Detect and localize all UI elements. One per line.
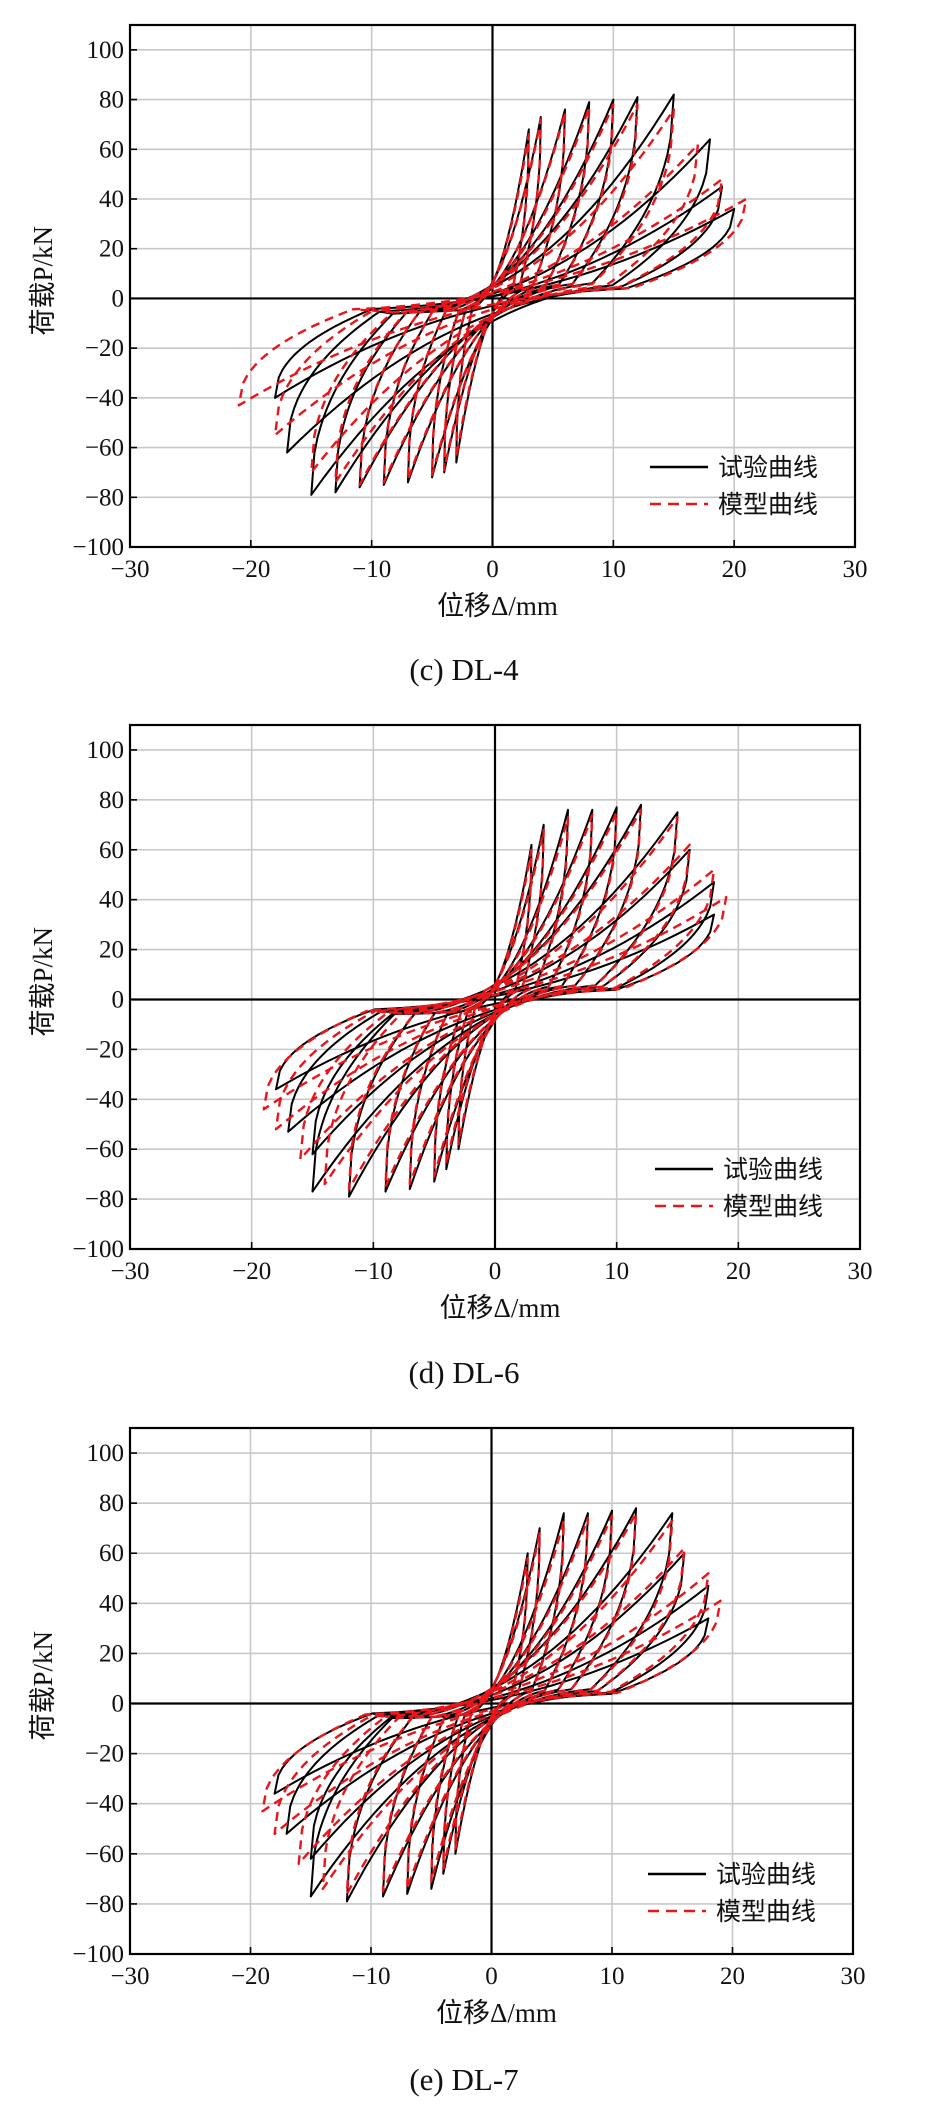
grid-lines: [130, 725, 860, 1249]
x-tick-label: 0: [486, 556, 499, 583]
series-group: [262, 803, 728, 1198]
y-tick-label: −80: [85, 484, 124, 511]
x-tick-label: −30: [110, 1963, 149, 1990]
series-group: [237, 93, 748, 496]
x-axis-label: 位移Δ/mm: [436, 1998, 557, 2028]
y-tick-label: −100: [72, 534, 124, 561]
x-tick-label: 20: [722, 556, 747, 583]
y-tick-label: 100: [87, 1440, 125, 1467]
x-tick-label: −30: [110, 556, 149, 583]
y-tick-label: −80: [85, 1186, 124, 1213]
y-tick-label: −20: [85, 1036, 124, 1063]
x-tick-label: −30: [110, 1258, 149, 1285]
x-tick-label: −20: [231, 1963, 270, 1990]
y-tick-label: −80: [85, 1891, 124, 1918]
x-tick-label: 30: [848, 1258, 873, 1285]
y-tick-label: 0: [112, 285, 125, 312]
x-tick-label: 20: [720, 1963, 745, 1990]
y-tick-label: 60: [99, 837, 124, 864]
y-axis-label: 荷载P/kN: [28, 226, 58, 336]
panel-caption: (d) DL-6: [408, 1355, 519, 1390]
x-tick-label: 10: [601, 556, 626, 583]
series-test-curve: [274, 93, 736, 496]
y-tick-label: 20: [99, 937, 124, 964]
legend-label-test: 试验曲线: [716, 1860, 816, 1889]
x-tick-label: 30: [841, 1963, 866, 1990]
y-tick-label: 80: [99, 1490, 124, 1517]
x-axis-label: 位移Δ/mm: [440, 1293, 561, 1323]
x-tick-label: −10: [354, 1258, 393, 1285]
y-tick-label: 60: [99, 136, 124, 163]
y-tick-label: −100: [72, 1236, 124, 1263]
x-axis-label: 位移Δ/mm: [437, 591, 558, 621]
y-tick-label: 80: [99, 787, 124, 814]
x-tick-label: 0: [485, 1963, 498, 1990]
y-tick-label: 40: [99, 186, 124, 213]
x-tick-label: 30: [843, 556, 868, 583]
x-tick-label: 0: [489, 1258, 502, 1285]
y-tick-label: 100: [87, 737, 125, 764]
x-tick-label: −20: [231, 556, 270, 583]
legend-label-test: 试验曲线: [723, 1155, 823, 1184]
x-tick-label: 10: [604, 1258, 629, 1285]
legend-label-model: 模型曲线: [718, 490, 818, 519]
legend-label-test: 试验曲线: [718, 453, 818, 482]
panel-caption: (e) DL-7: [409, 2062, 518, 2097]
y-tick-label: 60: [99, 1540, 124, 1567]
y-tick-label: −100: [72, 1941, 124, 1968]
x-tick-label: −10: [351, 1963, 390, 1990]
series-group: [261, 1507, 722, 1903]
legend-label-model: 模型曲线: [716, 1897, 816, 1926]
y-tick-label: 20: [99, 1640, 124, 1667]
x-tick-label: 10: [600, 1963, 625, 1990]
x-tick-label: −20: [232, 1258, 271, 1285]
x-tick-label: 20: [726, 1258, 751, 1285]
y-tick-label: −60: [85, 435, 124, 462]
y-axis-label: 荷载P/kN: [28, 1631, 58, 1741]
y-tick-label: 0: [112, 1691, 125, 1718]
y-tick-label: −40: [85, 385, 124, 412]
y-tick-label: −20: [85, 1741, 124, 1768]
x-tick-label: −10: [352, 556, 391, 583]
y-tick-label: −20: [85, 335, 124, 362]
y-tick-label: 40: [99, 1590, 124, 1617]
series-model-curve: [262, 808, 728, 1191]
y-tick-label: −40: [85, 1086, 124, 1113]
y-axis-label: 荷载P/kN: [28, 927, 58, 1037]
y-tick-label: 0: [112, 986, 125, 1013]
y-tick-label: −40: [85, 1791, 124, 1818]
y-tick-label: −60: [85, 1136, 124, 1163]
legend-label-model: 模型曲线: [723, 1192, 823, 1221]
y-tick-label: 80: [99, 87, 124, 114]
panel-caption: (c) DL-4: [409, 652, 519, 687]
y-tick-label: −60: [85, 1841, 124, 1868]
series-model-curve: [237, 103, 748, 487]
y-tick-label: 100: [87, 37, 125, 64]
y-tick-label: 40: [99, 887, 124, 914]
y-tick-label: 20: [99, 236, 124, 263]
series-model-curve: [261, 1512, 722, 1896]
